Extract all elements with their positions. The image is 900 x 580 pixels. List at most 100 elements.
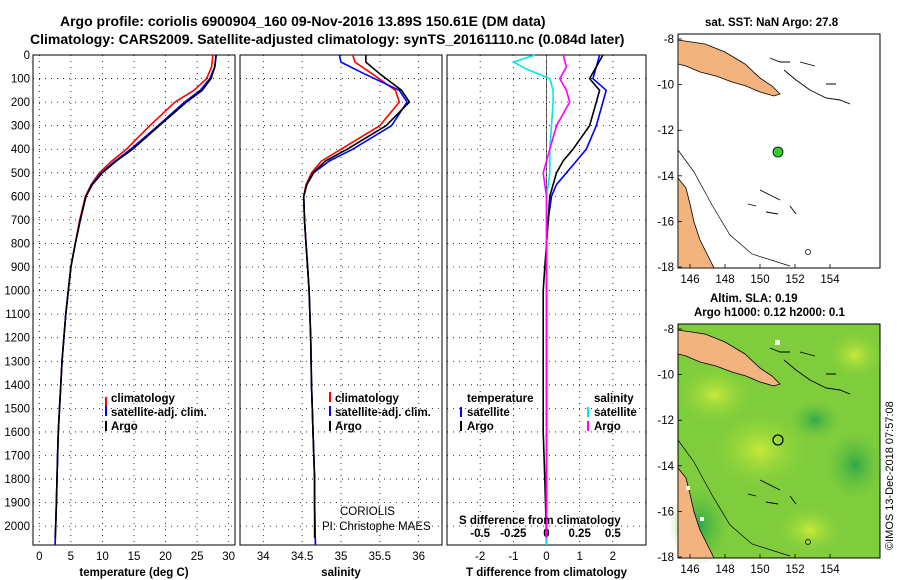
plot-frame xyxy=(32,54,236,546)
map-lon-label: 150 xyxy=(750,564,769,576)
legend-satellite: satellite-adj. clim. xyxy=(111,407,207,419)
x-tick-label: 25 xyxy=(191,551,204,563)
map-lat-label: -18 xyxy=(657,552,674,564)
land-coast xyxy=(677,39,781,97)
sla-map-title-1: Altim. SLA: 0.19 xyxy=(710,293,798,305)
x-tick-label: 15 xyxy=(128,551,141,563)
x-tick-label: 35 xyxy=(335,551,348,563)
map-lat-label: -12 xyxy=(657,125,674,137)
y-tick-label: 1200 xyxy=(4,333,30,345)
x-tick-label: 20 xyxy=(159,551,172,563)
y-tick-label: 1500 xyxy=(4,403,30,415)
header-line-2: Climatology: CARS2009. Satellite-adjuste… xyxy=(30,31,624,47)
x-tick-label: 10 xyxy=(96,551,109,563)
series-satellite-adj-clim- xyxy=(54,54,217,546)
sla-map: Altim. SLA: 0.19 Argo h1000: 0.12 h2000:… xyxy=(657,293,885,576)
small-island xyxy=(805,539,811,545)
annotation-institution: CORIOLIS xyxy=(340,506,395,518)
legend-salinity-title: salinity xyxy=(594,393,634,405)
land-coast xyxy=(677,329,781,387)
header-line-1: Argo profile: coriolis 6900904_160 09-No… xyxy=(60,13,546,29)
sla-map-title-2: Argo h1000: 0.12 h2000: 0.1 xyxy=(694,307,845,319)
map-lon-label: 148 xyxy=(715,274,734,286)
legend-t-satellite: satellite xyxy=(467,407,510,419)
legend-climatology: climatology xyxy=(335,393,400,405)
temperature-legend: climatology satellite-adj. clim. Argo xyxy=(105,393,207,433)
s-tick-label: -0.25 xyxy=(500,528,527,540)
map-lat-label: -14 xyxy=(657,461,674,473)
island-chain xyxy=(747,57,851,215)
x-axis-label: temperature (deg C) xyxy=(79,567,188,579)
x-tick-label: 0 xyxy=(36,551,42,563)
argo-location-marker xyxy=(772,434,784,446)
y-tick-label: 100 xyxy=(11,74,30,86)
x-tick-label: -1 xyxy=(508,551,518,563)
y-tick-label: 1000 xyxy=(4,286,30,298)
map-lat-label: -10 xyxy=(657,80,674,92)
shelf-contour xyxy=(677,149,791,267)
x-tick-label: 5 xyxy=(68,551,74,563)
y-tick-label: 2000 xyxy=(4,521,30,533)
s-difference-label: S difference from climatology xyxy=(459,515,621,527)
x-tick-label: 1 xyxy=(576,551,582,563)
series-argo xyxy=(302,55,411,538)
map-lon-label: 146 xyxy=(680,564,699,576)
map-lon-label: 154 xyxy=(820,564,840,576)
y-tick-label: 1800 xyxy=(4,474,30,486)
y-tick-label: 300 xyxy=(11,121,30,133)
plot-frame xyxy=(239,54,443,546)
map-lon-label: 152 xyxy=(785,564,804,576)
map-lat-label: -10 xyxy=(657,370,674,382)
x-tick-label: 2 xyxy=(610,551,616,563)
x-tick-label: 34.5 xyxy=(291,551,313,563)
legend-satellite: satellite-adj. clim. xyxy=(335,407,431,419)
x-tick-label: 34 xyxy=(257,551,270,563)
y-tick-label: 200 xyxy=(11,97,30,109)
shelf-contour xyxy=(677,439,791,557)
y-tick-label: 900 xyxy=(11,262,30,274)
sst-map: sat. SST: NaN Argo: 27.8 -8 -10 -12 -14 -16 -… xyxy=(657,17,881,286)
y-tick-label: 1100 xyxy=(5,309,30,321)
y-tick-label: 500 xyxy=(11,168,30,180)
difference-plot: -2 -1 0 1 2 T difference from climatology -0.5… xyxy=(446,54,647,579)
series-s-argo xyxy=(542,54,571,538)
map-lat-label: -8 xyxy=(664,324,674,336)
legend-t-argo: Argo xyxy=(467,421,494,433)
x-tick-label: -2 xyxy=(475,551,485,563)
y-tick-label: 800 xyxy=(11,238,30,250)
legend-climatology: climatology xyxy=(111,393,176,405)
imos-credit: ©IMOS 13-Dec-2018 07:57:08 xyxy=(884,401,896,550)
difference-legend: temperature satellite Argo salinity sate… xyxy=(459,393,637,527)
map-lat-label: -12 xyxy=(657,415,674,427)
y-tick-label: 1900 xyxy=(4,498,30,510)
legend-argo: Argo xyxy=(111,421,138,433)
map-lat-label: -16 xyxy=(657,216,674,228)
legend-temperature-title: temperature xyxy=(467,393,533,405)
y-tick-label: 0 xyxy=(24,50,30,62)
annotation-pi: PI: Christophe MAES xyxy=(322,521,431,533)
x-axis-label: salinity xyxy=(321,567,361,579)
map-lat-label: -18 xyxy=(657,262,674,274)
island-chain xyxy=(747,347,851,505)
map-lat-label: -14 xyxy=(657,171,674,183)
map-lat-label: -8 xyxy=(664,34,674,46)
map-lon-label: 152 xyxy=(785,274,804,286)
legend-argo: Argo xyxy=(335,421,362,433)
map-lon-label: 148 xyxy=(715,564,734,576)
x-tick-label: 0 xyxy=(543,551,549,563)
argo-location-marker xyxy=(772,146,784,158)
series-climatology xyxy=(302,54,401,546)
x-tick-label: 35.5 xyxy=(369,551,391,563)
y-tick-label: 400 xyxy=(11,144,30,156)
y-tick-label: 1700 xyxy=(4,450,30,462)
series-t-argo xyxy=(542,54,604,538)
legend-s-satellite: satellite xyxy=(594,407,637,419)
series-climatology xyxy=(54,54,214,546)
x-tick-label: 30 xyxy=(222,551,235,563)
salinity-legend: climatology satellite-adj. clim. Argo CO… xyxy=(322,392,431,533)
map-lon-label: 146 xyxy=(680,274,699,286)
y-tick-label: 600 xyxy=(11,191,30,203)
y-tick-label: 1600 xyxy=(4,427,30,439)
series-satellite-adj-clim- xyxy=(302,54,408,546)
